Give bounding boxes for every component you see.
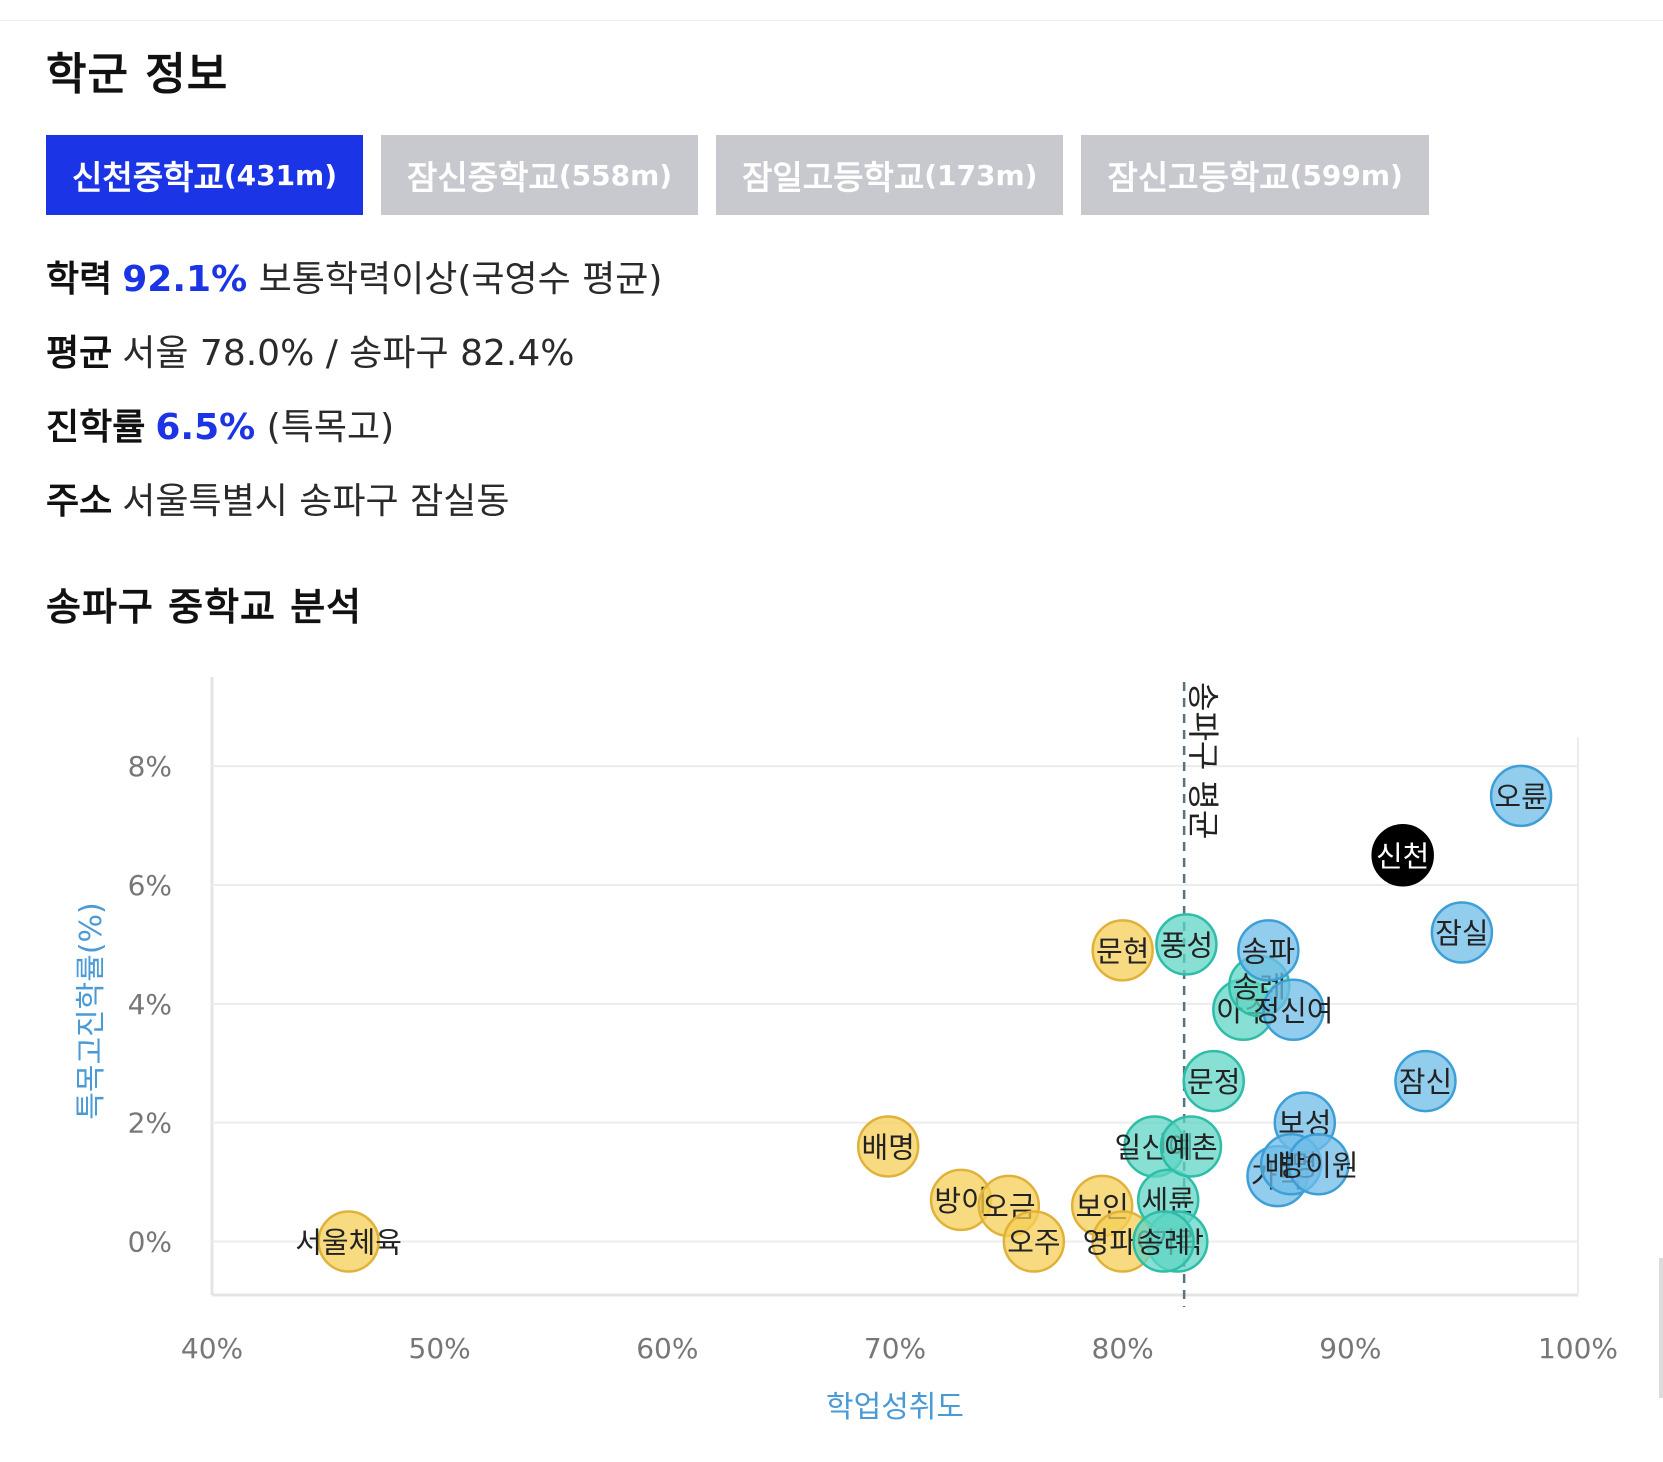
info-text: (특목고) [266,407,395,448]
data-point [856,1115,920,1178]
data-point [1155,913,1218,976]
data-point-label: 배명 [861,1130,914,1164]
scrollbar-thumb[interactable] [1659,1258,1663,1398]
tab-school-2[interactable]: 잠신중학교 (558m) [381,135,699,215]
data-point-label: 풍성 [1160,928,1213,962]
tab-school-distance: (431m) [223,158,338,192]
data-point-label: 오주 [1007,1226,1060,1260]
info-label: 진학률 [46,407,146,448]
x-tick-label: 50% [409,1332,471,1365]
tab-school-distance: (558m) [558,158,673,192]
data-point [1371,824,1434,887]
info-row-achievement: 학력 92.1% 보통학력이상(국영수 평균) [46,250,662,302]
data-point [1262,978,1325,1042]
data-point-label: 서울체육 [295,1226,402,1260]
info-text: 서울특별시 송파구 잠실동 [122,481,510,522]
x-tick-label: 40% [181,1332,243,1365]
x-axis-title: 학업성취도 [826,1390,964,1425]
info-label: 주소 [46,481,113,522]
x-tick-label: 70% [864,1332,926,1365]
data-point [1430,901,1494,964]
data-point [1002,1210,1066,1273]
data-point [1182,1049,1245,1113]
scatter-chart-container: 0% 2% 4% 6% 8% 40% 50% 60% 70% 80% 90% 100% 학업성취도 특목고… [0,660,1663,1440]
data-point-label: 예촌 [1164,1130,1217,1164]
data-point [317,1210,380,1273]
info-row-address: 주소 서울특별시 송파구 잠실동 [46,472,509,524]
section-title-district-analysis: 송파구 중학교 분석 [46,585,363,629]
data-point-label: 오륜 [1494,780,1547,814]
tab-school-4[interactable]: 잠신고등학교 (599m) [1081,135,1429,215]
x-tick-label: 80% [1092,1332,1154,1365]
data-point [1394,1049,1457,1113]
achievement-value: 92.1% [122,259,248,300]
info-text: 보통학력이상(국영수 평균) [258,259,663,300]
data-point-label: 문현 [1096,934,1149,968]
school-tabs: 신천중학교 (431m) 잠신중학교 (558m) 잠일고등학교 (173m) 잠신고… [46,135,1429,215]
data-point-label: 정신여 [1253,994,1333,1028]
data-point-label: 방이원 [1278,1148,1358,1182]
scatter-chart: 0% 2% 4% 6% 8% 40% 50% 60% 70% 80% 90% 100% 학업성취도 특목고… [74,677,1618,1425]
info-label: 평균 [46,333,113,374]
data-point [1287,1133,1350,1196]
data-point-label: 문정 [1187,1065,1240,1099]
info-label: 학력 [46,259,113,300]
x-tick-label: 90% [1319,1332,1381,1365]
tab-school-name: 신천중학교 [72,158,224,197]
x-tick-label: 60% [636,1332,698,1365]
tab-school-name: 잠신고등학교 [1107,158,1290,197]
data-point-label: 송례 [1137,1226,1190,1260]
data-point-label: 신천 [1376,839,1429,873]
tab-school-name: 잠신중학교 [407,158,559,197]
y-tick-label: 2% [128,1107,172,1140]
data-point-label: 송파 [1242,934,1295,968]
data-point [1159,1115,1223,1178]
x-tick-label: 100% [1538,1332,1618,1365]
data-point-label: 잠실 [1435,917,1488,951]
advancement-value: 6.5% [155,407,256,448]
y-tick-label: 8% [128,750,172,783]
data-point [1489,764,1553,828]
data-point [1091,919,1154,982]
tab-school-distance: (599m) [1289,158,1403,192]
y-tick-label: 0% [128,1226,172,1259]
data-point-label: 잠신 [1399,1065,1452,1099]
section-title-school-info: 학군 정보 [46,49,229,100]
top-divider [0,20,1663,21]
data-point [1237,919,1300,982]
tab-school-1[interactable]: 신천중학교 (431m) [46,135,364,215]
average-reference-label: 송파구 평균 [1184,682,1222,839]
info-text: 서울 78.0% / 송파구 82.4% [122,333,575,374]
y-axis-title: 특목고진학률(%) [74,902,109,1120]
info-row-advancement: 진학률 6.5% (특목고) [46,398,394,450]
y-tick-label: 4% [128,988,172,1021]
tab-school-3[interactable]: 잠일고등학교 (173m) [716,135,1064,215]
tab-school-name: 잠일고등학교 [742,158,925,197]
y-tick-label: 6% [128,869,172,902]
data-point [1132,1210,1195,1273]
tab-school-distance: (173m) [924,158,1038,192]
info-row-average: 평균 서울 78.0% / 송파구 82.4% [46,324,574,376]
